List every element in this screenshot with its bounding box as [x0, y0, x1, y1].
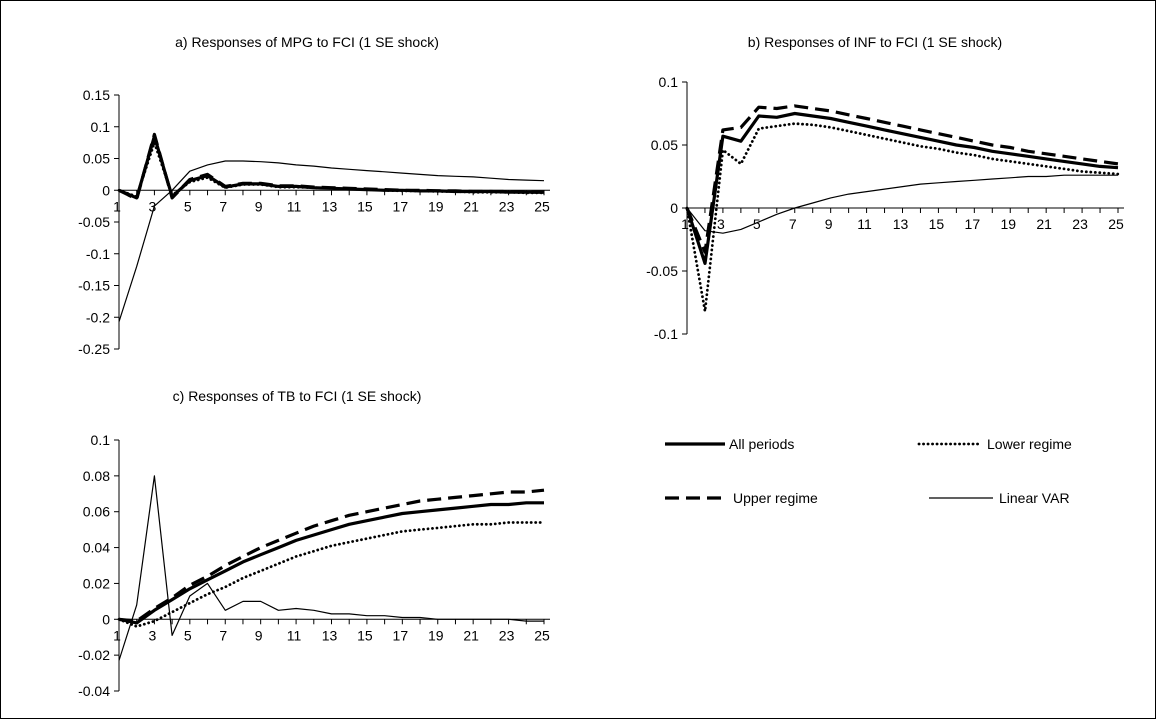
chart-title-b: b) Responses of INF to FCI (1 SE shock) [748, 34, 1002, 50]
x-tick-label-c: 13 [322, 627, 338, 643]
y-tick-label-a: 0.1 [91, 119, 111, 135]
x-tick-label-a: 5 [184, 198, 192, 214]
y-tick-label-c: 0.02 [83, 575, 110, 591]
series-line-all-b [685, 111, 1119, 265]
y-tick-label-a: -0.25 [78, 341, 110, 357]
x-tick-label-c: 25 [534, 627, 550, 643]
x-tick-label-a: 23 [499, 198, 515, 214]
legend-label-all: All periods [729, 436, 794, 452]
y-tick-label-b: 0.05 [651, 137, 678, 153]
y-tick-label-b: -0.05 [646, 263, 678, 279]
y-tick-label-c: -0.04 [78, 683, 110, 699]
x-tick-label-b: 21 [1036, 216, 1052, 232]
y-tick-label-a: 0.15 [83, 87, 110, 103]
y-tick-label-a: -0.05 [78, 214, 110, 230]
x-tick-label-c: 23 [499, 627, 515, 643]
y-tick-label-b: 0 [670, 200, 678, 216]
chart-panel-a: a) Responses of MPG to FCI (1 SE shock) … [78, 34, 550, 357]
series-line-linear-c [118, 475, 544, 661]
x-tick-label-a: 7 [219, 198, 227, 214]
x-tick-label-c: 1 [113, 627, 121, 643]
chart-title-c: c) Responses of TB to FCI (1 SE shock) [173, 388, 422, 404]
x-tick-label-a: 9 [255, 198, 263, 214]
x-tick-label-c: 17 [393, 627, 409, 643]
y-tick-label-c: 0 [102, 611, 110, 627]
x-tick-label-b: 17 [965, 216, 981, 232]
series-line-lower-c [117, 521, 546, 628]
x-tick-label-b: 1 [681, 216, 689, 232]
chart-title-a: a) Responses of MPG to FCI (1 SE shock) [175, 34, 439, 50]
y-tick-label-c: 0.04 [83, 540, 110, 556]
x-tick-label-b: 7 [789, 216, 797, 232]
series-line-all-c [118, 501, 544, 625]
y-tick-label-c: 0.1 [91, 432, 111, 448]
x-tick-label-c: 15 [357, 627, 373, 643]
legend: All periods Lower regime Upper regime Li… [665, 436, 1072, 506]
series-line-linear-a [118, 160, 545, 322]
x-tick-label-b: 3 [717, 216, 725, 232]
series-line-upper-b [685, 104, 1119, 254]
x-tick-label-b: 23 [1072, 216, 1088, 232]
y-tick-label-b: -0.1 [654, 326, 678, 342]
x-tick-label-a: 11 [287, 198, 302, 214]
series-line-upper-c [118, 488, 545, 623]
y-tick-label-b: 0.1 [659, 74, 679, 90]
x-tick-label-a: 15 [357, 198, 373, 214]
series-line-lower-b [685, 122, 1120, 313]
y-tick-label-a: -0.1 [86, 246, 110, 262]
x-tick-label-a: 21 [463, 198, 479, 214]
x-tick-label-a: 19 [428, 198, 444, 214]
x-tick-label-c: 11 [287, 627, 302, 643]
series-line-linear-b [686, 174, 1118, 234]
chart-panel-c: c) Responses of TB to FCI (1 SE shock) 0… [78, 388, 550, 699]
x-tick-label-c: 21 [463, 627, 479, 643]
legend-label-linear: Linear VAR [999, 490, 1070, 506]
chart-panel-b: b) Responses of INF to FCI (1 SE shock) … [646, 34, 1124, 342]
x-tick-label-a: 1 [113, 198, 121, 214]
y-tick-label-a: -0.15 [78, 278, 110, 294]
x-tick-label-b: 15 [929, 216, 945, 232]
legend-label-upper: Upper regime [733, 490, 818, 506]
y-tick-label-a: -0.2 [86, 309, 110, 325]
x-tick-label-b: 9 [825, 216, 833, 232]
x-tick-label-b: 5 [753, 216, 761, 232]
y-tick-label-a: 0.05 [83, 151, 110, 167]
x-tick-label-b: 19 [1000, 216, 1016, 232]
y-tick-label-c: 0.08 [83, 468, 110, 484]
x-tick-label-c: 9 [255, 627, 263, 643]
y-tick-label-c: 0.06 [83, 504, 110, 520]
x-tick-label-a: 25 [534, 198, 550, 214]
y-tick-label-c: -0.02 [78, 647, 110, 663]
x-tick-label-c: 19 [428, 627, 444, 643]
legend-label-lower: Lower regime [987, 436, 1072, 452]
x-tick-label-c: 3 [149, 627, 157, 643]
x-tick-label-b: 13 [893, 216, 909, 232]
x-tick-label-b: 11 [857, 216, 872, 232]
x-tick-label-a: 17 [393, 198, 409, 214]
y-tick-label-a: 0 [102, 182, 110, 198]
series-line-all-a [118, 134, 544, 200]
x-tick-label-a: 3 [149, 198, 157, 214]
x-tick-label-c: 5 [184, 627, 192, 643]
x-tick-label-b: 25 [1108, 216, 1124, 232]
x-tick-label-a: 13 [322, 198, 338, 214]
x-tick-label-c: 7 [219, 627, 227, 643]
